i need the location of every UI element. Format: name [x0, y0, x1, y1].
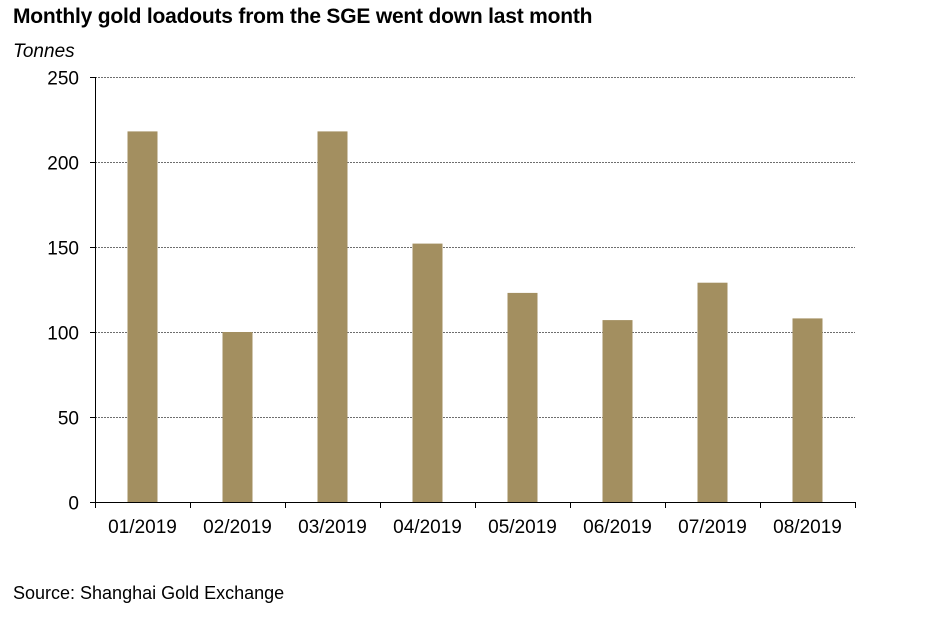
chart-title: Monthly gold loadouts from the SGE went … [13, 5, 593, 28]
y-tick-label: 250 [47, 69, 79, 90]
x-tick-labels: 01/2019 02/2019 03/2019 04/2019 05/2019 06/20… [108, 517, 842, 538]
y-tick-labels: 0 50 100 150 200 250 [47, 69, 79, 515]
x-tick-label: 07/2019 [678, 517, 747, 538]
bar-02-2019 [222, 332, 253, 502]
x-tick-label: 04/2019 [393, 517, 462, 538]
bar-07-2019 [697, 282, 728, 502]
bar-01-2019 [127, 131, 158, 502]
x-tick-label: 03/2019 [298, 517, 367, 538]
y-tick-label: 200 [47, 154, 79, 175]
x-tick-label: 08/2019 [773, 517, 842, 538]
x-tick-label: 01/2019 [108, 517, 177, 538]
y-tick-label: 150 [47, 239, 79, 260]
y-tick-label: 0 [68, 494, 79, 515]
bar-05-2019 [507, 292, 538, 502]
x-tick-label: 05/2019 [488, 517, 557, 538]
y-tick-label: 100 [47, 324, 79, 345]
x-tick-label: 02/2019 [203, 517, 272, 538]
bar-04-2019 [412, 243, 443, 502]
bar-08-2019 [792, 318, 823, 502]
bar-06-2019 [602, 320, 633, 502]
gridlines [95, 77, 855, 418]
x-tick-label: 06/2019 [583, 517, 652, 538]
bars [127, 131, 823, 502]
y-tick-label: 50 [58, 409, 79, 430]
source-note: Source: Shanghai Gold Exchange [13, 583, 285, 603]
axes [90, 77, 856, 508]
y-axis-unit-label: Tonnes [13, 41, 75, 62]
bar-03-2019 [317, 131, 348, 502]
